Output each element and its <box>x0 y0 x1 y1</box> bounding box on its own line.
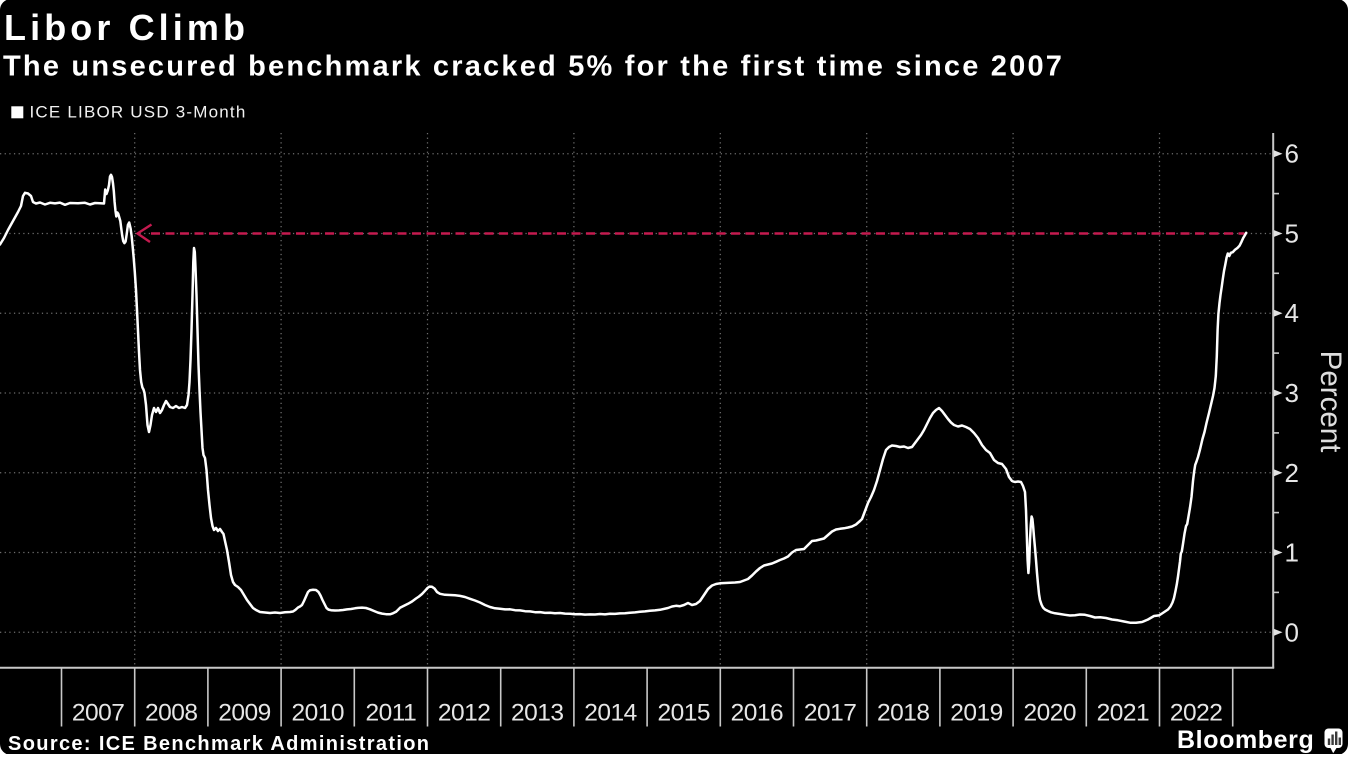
svg-text:2011: 2011 <box>366 700 417 727</box>
svg-text:2012: 2012 <box>438 700 491 727</box>
svg-text:The unsecured benchmark cracke: The unsecured benchmark cracked 5% for t… <box>3 51 1064 83</box>
svg-text:6: 6 <box>1285 139 1299 169</box>
svg-text:0: 0 <box>1285 617 1299 647</box>
svg-text:2007: 2007 <box>72 700 125 727</box>
svg-text:Percent: Percent <box>1314 351 1347 453</box>
svg-text:2017: 2017 <box>804 700 857 727</box>
svg-text:2010: 2010 <box>291 700 344 727</box>
svg-text:5: 5 <box>1285 219 1299 249</box>
svg-text:3: 3 <box>1285 378 1299 408</box>
svg-text:2: 2 <box>1285 458 1299 488</box>
svg-text:2014: 2014 <box>584 700 637 727</box>
svg-text:4: 4 <box>1285 298 1299 328</box>
svg-text:2013: 2013 <box>511 700 564 727</box>
svg-text:Source: ICE Benchmark Administ: Source: ICE Benchmark Administration <box>8 733 430 754</box>
svg-text:2019: 2019 <box>950 700 1003 727</box>
svg-text:2020: 2020 <box>1023 700 1076 727</box>
svg-text:1: 1 <box>1285 538 1299 568</box>
svg-text:2022: 2022 <box>1170 700 1223 727</box>
svg-text:2009: 2009 <box>218 700 271 727</box>
svg-text:2015: 2015 <box>657 700 710 727</box>
svg-text:Bloomberg: Bloomberg <box>1177 726 1314 754</box>
svg-text:2016: 2016 <box>731 700 784 727</box>
svg-text:2018: 2018 <box>877 700 930 727</box>
svg-text:ICE LIBOR USD 3-Month: ICE LIBOR USD 3-Month <box>30 103 247 122</box>
svg-text:Libor Climb: Libor Climb <box>4 7 249 48</box>
svg-text:2021: 2021 <box>1097 700 1150 727</box>
svg-text:2008: 2008 <box>145 700 198 727</box>
